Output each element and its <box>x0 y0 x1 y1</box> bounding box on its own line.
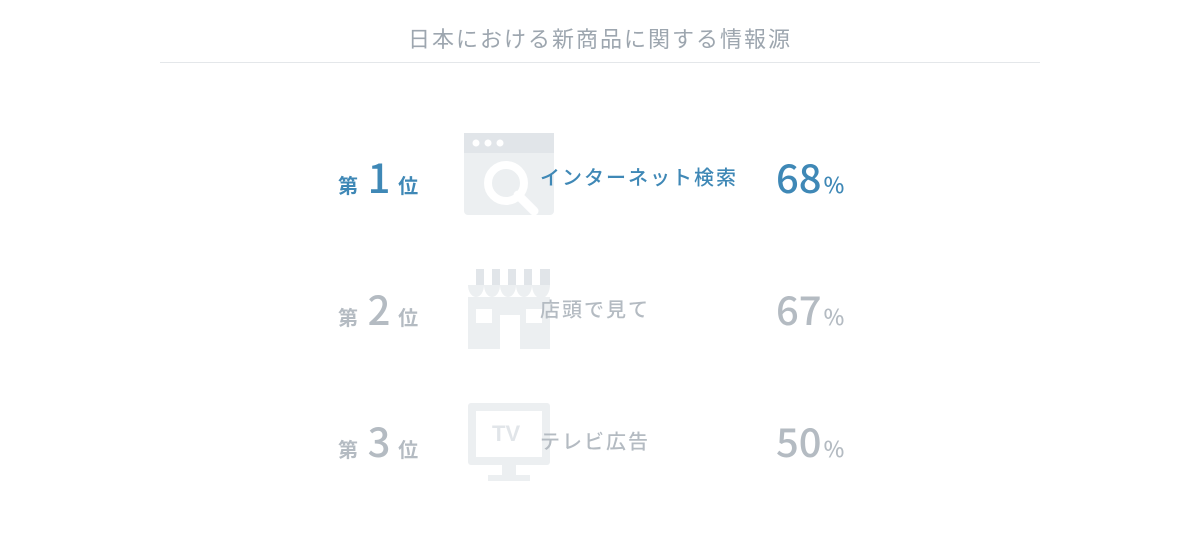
percent-number: 67 <box>776 279 822 337</box>
percent-symbol: % <box>822 432 845 464</box>
rank-suffix: 位 <box>398 434 420 463</box>
svg-text:TV: TV <box>492 421 520 446</box>
rank-prefix: 第 <box>338 170 360 199</box>
rank-prefix: 第 <box>338 434 360 463</box>
rank-number: 2 <box>364 279 395 337</box>
chart-title: 日本における新商品に関する情報源 <box>0 22 1200 54</box>
item-percent: 68% <box>776 147 844 205</box>
item-percent: 50% <box>776 411 844 469</box>
item-label: インターネット検索 <box>540 162 738 191</box>
item-percent: 67% <box>776 279 844 337</box>
ranking-row: 第 1 位 インターネット検索 68% <box>0 110 1200 242</box>
percent-number: 68 <box>776 147 822 205</box>
infographic-root: 日本における新商品に関する情報源 第 1 位 インターネッ <box>0 0 1200 533</box>
percent-number: 50 <box>776 411 822 469</box>
ranking-row: 第 2 位 <box>0 242 1200 374</box>
item-label: 店頭で見て <box>540 294 650 323</box>
rank-number: 1 <box>364 147 395 205</box>
title-underline <box>160 62 1040 63</box>
rank-suffix: 位 <box>398 170 420 199</box>
rank-badge: 第 1 位 <box>338 147 420 205</box>
rank-suffix: 位 <box>398 302 420 331</box>
percent-symbol: % <box>822 300 845 332</box>
ranking-row: 第 3 位 TV テレビ広告 50% <box>0 374 1200 506</box>
percent-symbol: % <box>822 168 845 200</box>
rank-prefix: 第 <box>338 302 360 331</box>
rank-number: 3 <box>364 411 395 469</box>
item-label: テレビ広告 <box>540 426 650 455</box>
rank-badge: 第 2 位 <box>338 279 420 337</box>
rank-badge: 第 3 位 <box>338 411 420 469</box>
ranking-list: 第 1 位 インターネット検索 68% <box>0 110 1200 506</box>
